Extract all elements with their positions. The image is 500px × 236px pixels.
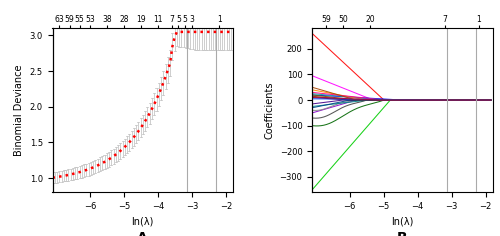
X-axis label: ln(λ): ln(λ) bbox=[391, 217, 413, 227]
Text: A: A bbox=[138, 231, 148, 236]
Y-axis label: Coefficients: Coefficients bbox=[264, 82, 274, 139]
Text: B: B bbox=[397, 231, 407, 236]
X-axis label: ln(λ): ln(λ) bbox=[132, 217, 154, 227]
Y-axis label: Binomial Deviance: Binomial Deviance bbox=[14, 65, 24, 156]
